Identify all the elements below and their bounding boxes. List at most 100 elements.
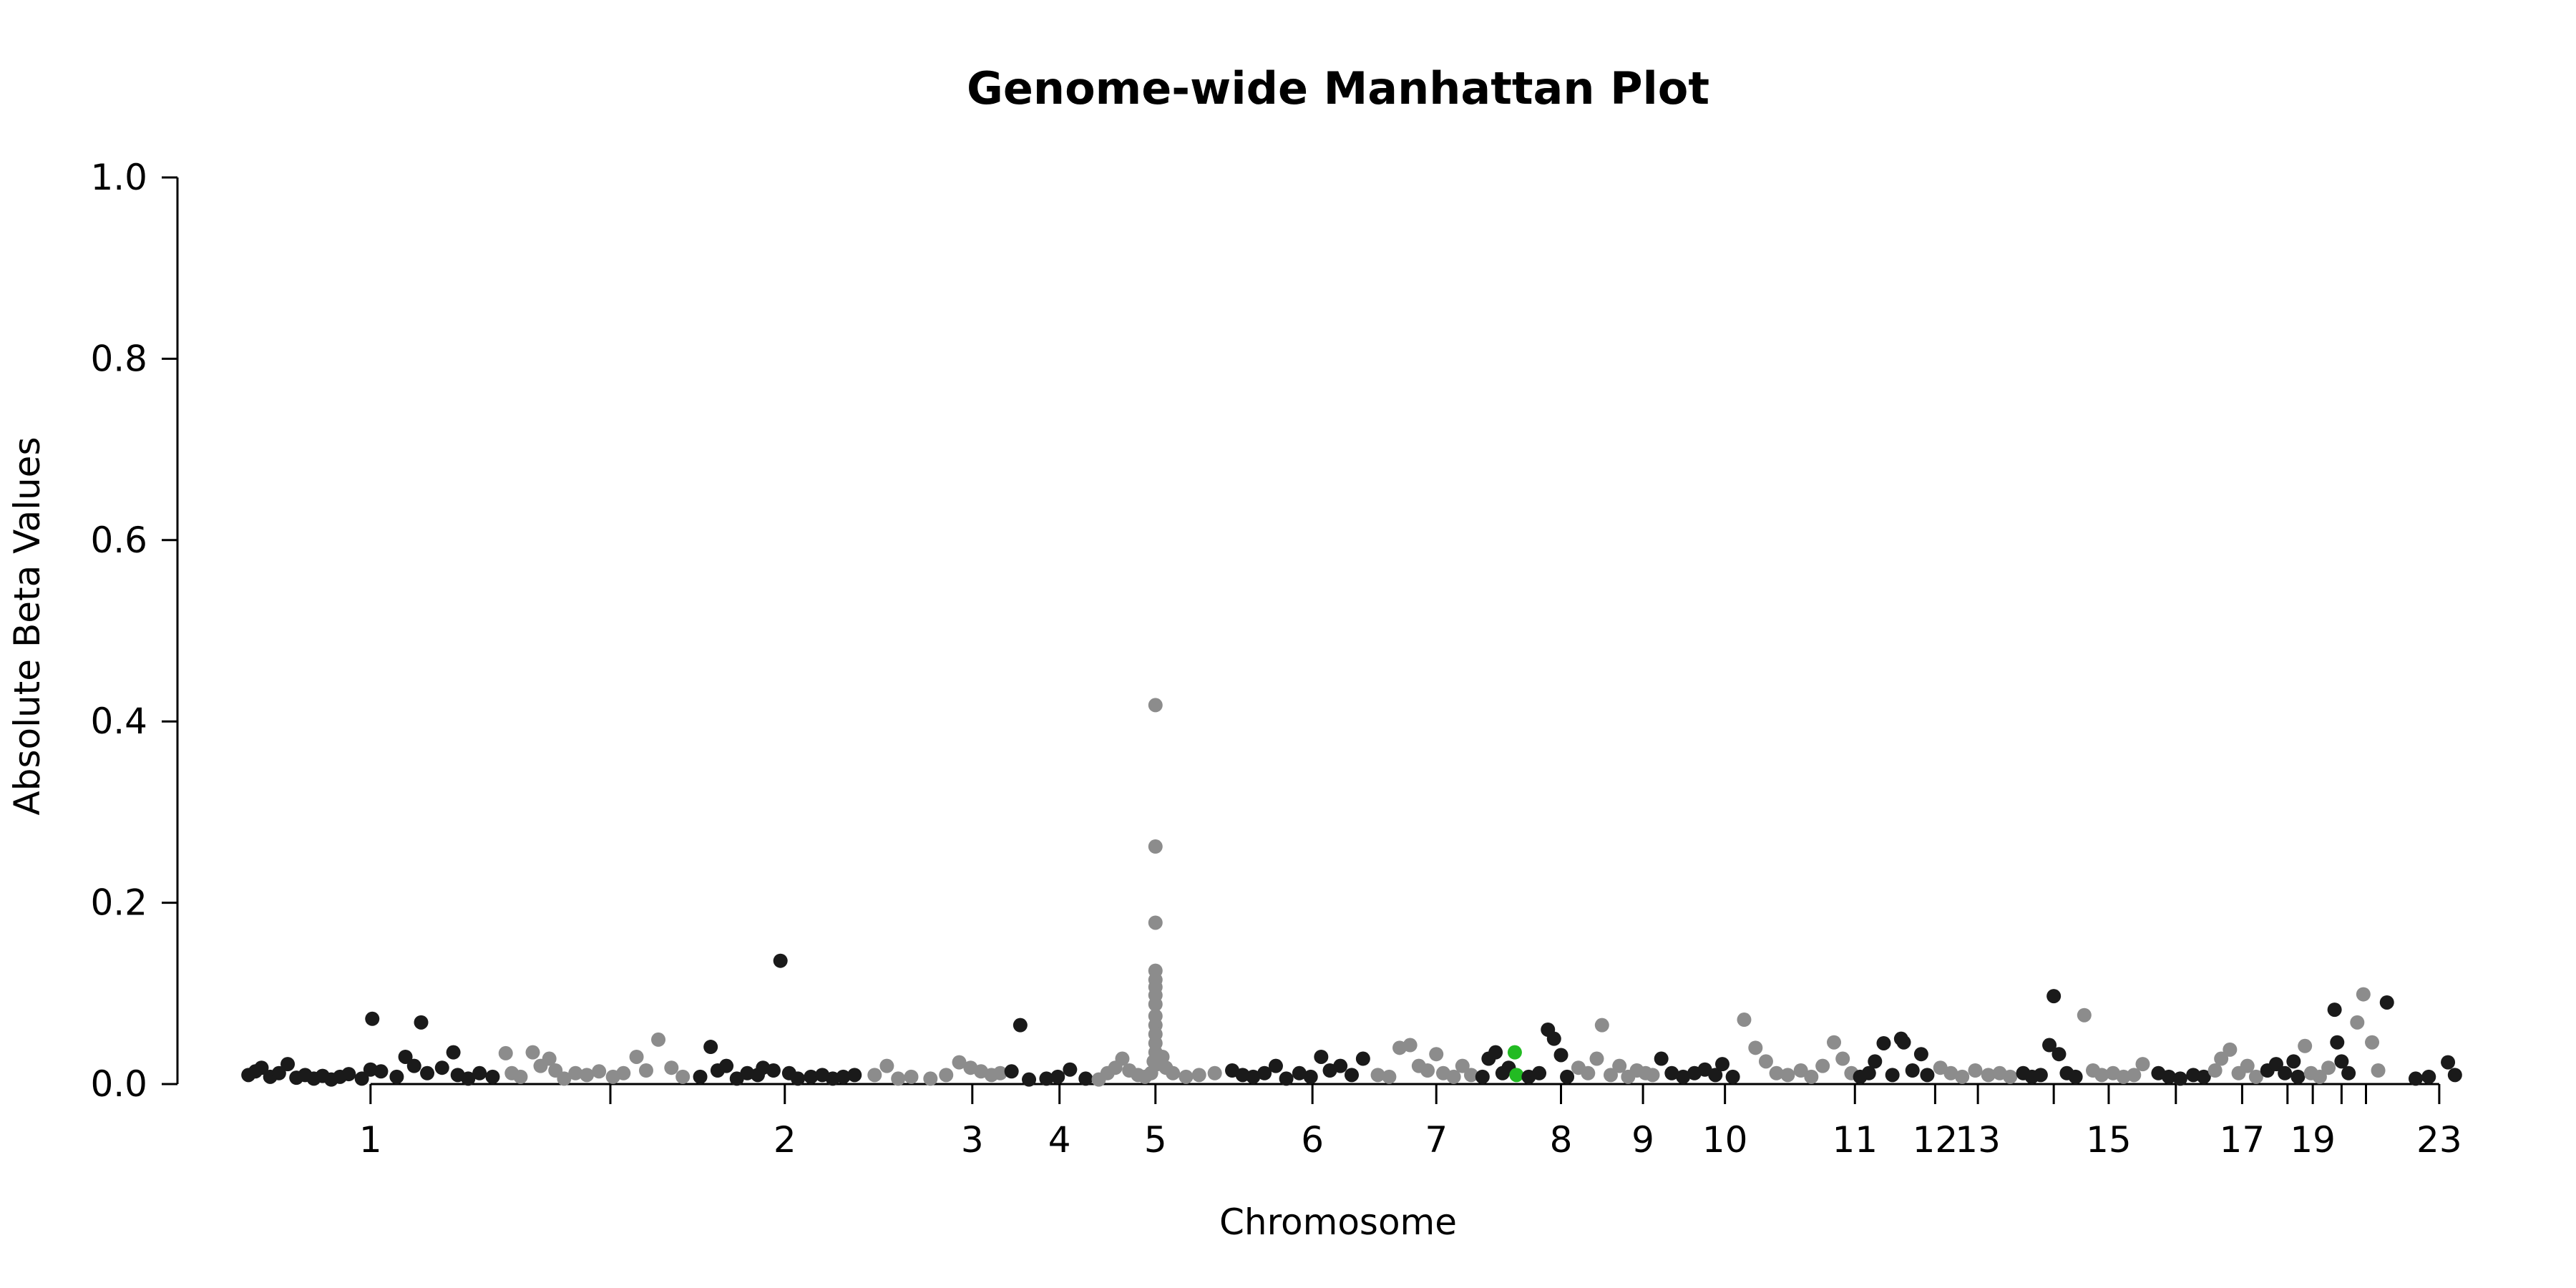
data-point	[804, 1069, 819, 1084]
data-point	[1868, 1054, 1883, 1069]
data-point	[1179, 1069, 1194, 1084]
data-point	[2421, 1069, 2436, 1084]
data-point	[2371, 1063, 2386, 1078]
data-point	[1815, 1058, 1830, 1073]
data-point	[1876, 1035, 1891, 1050]
data-point	[2356, 987, 2371, 1002]
data-point	[1603, 1068, 1618, 1083]
y-tick-label: 1.0	[90, 157, 147, 198]
data-point	[1246, 1069, 1261, 1084]
x-tick-label: 1	[359, 1119, 382, 1161]
x-tick-label: 6	[1301, 1119, 1324, 1161]
x-tick-label: 11	[1832, 1119, 1878, 1161]
data-point	[1827, 1035, 1842, 1050]
data-point	[1758, 1054, 1773, 1069]
data-point	[2003, 1069, 2018, 1084]
data-point	[254, 1060, 269, 1075]
data-point	[2321, 1060, 2336, 1075]
data-point	[1804, 1069, 1819, 1084]
data-point	[703, 1040, 718, 1055]
data-point	[2278, 1065, 2293, 1080]
data-point	[1004, 1064, 1019, 1079]
data-point	[2042, 1038, 2057, 1053]
data-points	[241, 698, 2462, 1087]
data-point	[1207, 1065, 1222, 1080]
data-point	[1488, 1045, 1503, 1060]
data-point	[513, 1069, 528, 1084]
y-tick-label: 0.6	[90, 519, 147, 561]
data-point	[1507, 1045, 1522, 1060]
data-point	[1955, 1069, 1970, 1084]
data-point	[2341, 1065, 2356, 1080]
data-point	[939, 1068, 954, 1083]
data-point	[2162, 1069, 2177, 1084]
data-point	[568, 1065, 583, 1080]
data-point	[1748, 1040, 1763, 1055]
data-point	[485, 1069, 500, 1084]
data-point	[1292, 1065, 1307, 1080]
x-tick-label: 5	[1144, 1119, 1167, 1161]
data-point	[1664, 1065, 1679, 1080]
data-point	[1303, 1069, 1318, 1084]
x-tick-label: 13	[1955, 1119, 2001, 1161]
data-point	[773, 953, 788, 968]
data-point	[1022, 1072, 1037, 1087]
data-point	[1148, 698, 1163, 713]
data-point	[542, 1051, 557, 1066]
data-point	[1905, 1063, 1920, 1078]
x-tick-label: 17	[2220, 1119, 2265, 1161]
data-point	[1509, 1068, 1524, 1083]
data-point	[2286, 1054, 2301, 1069]
data-point	[374, 1064, 389, 1079]
data-point	[2365, 1035, 2380, 1050]
data-point	[1581, 1065, 1596, 1080]
data-point	[1546, 1031, 1561, 1046]
data-point	[2268, 1057, 2283, 1072]
data-point	[341, 1067, 356, 1082]
data-point	[1861, 1065, 1876, 1080]
data-point	[2441, 1055, 2456, 1070]
y-axis-label: Absolute Beta Values	[6, 437, 48, 816]
data-point	[664, 1060, 679, 1075]
data-point	[446, 1045, 461, 1060]
x-tick-label: 15	[2086, 1119, 2132, 1161]
data-point	[2327, 1002, 2342, 1018]
data-point	[2033, 1068, 2048, 1083]
data-point	[1050, 1069, 1065, 1084]
y-axis: 0.0 0.2 0.4 0.6 0.8 1.0	[90, 157, 179, 1105]
data-point	[434, 1060, 449, 1075]
data-point	[992, 1065, 1008, 1080]
data-point	[1885, 1068, 1900, 1083]
data-point	[1780, 1068, 1795, 1083]
x-tick-label: 19	[2290, 1119, 2336, 1161]
data-point	[791, 1071, 806, 1086]
data-point	[1382, 1069, 1397, 1084]
data-point	[1920, 1068, 1935, 1083]
data-point	[365, 1011, 380, 1026]
chart-title: Genome-wide Manhattan Plot	[967, 62, 1709, 114]
data-point	[1268, 1058, 1283, 1073]
data-point	[2077, 1008, 2092, 1023]
data-point	[1594, 1018, 1609, 1033]
data-point	[1279, 1071, 1294, 1086]
x-tick-label: 4	[1048, 1119, 1071, 1161]
data-point	[1402, 1038, 1418, 1053]
x-axis-label: Chromosome	[1219, 1201, 1457, 1243]
data-point	[616, 1065, 631, 1080]
x-tick-label: 3	[961, 1119, 984, 1161]
data-point	[1148, 915, 1163, 930]
data-point	[398, 1049, 413, 1064]
data-point	[354, 1071, 369, 1086]
data-point	[1013, 1018, 1028, 1033]
data-point	[1981, 1068, 1996, 1083]
data-point	[2379, 995, 2394, 1010]
data-point	[2223, 1042, 2238, 1057]
data-point	[1039, 1071, 1054, 1086]
data-point	[1446, 1069, 1461, 1084]
data-point	[1589, 1051, 1604, 1066]
data-point	[2051, 1047, 2067, 1062]
data-point	[1166, 1065, 1181, 1080]
data-point	[2094, 1068, 2109, 1083]
data-point	[1191, 1068, 1206, 1083]
data-point	[1148, 997, 1163, 1012]
